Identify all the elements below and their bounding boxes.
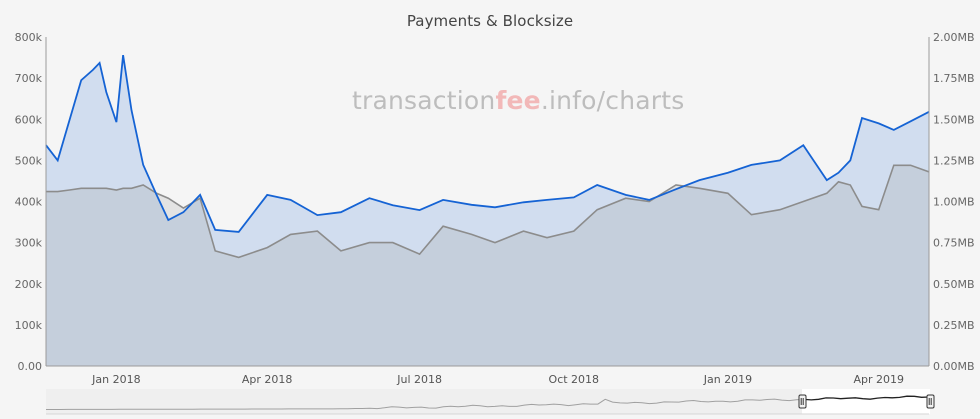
x-tick-label: Jul 2018 [396,373,442,386]
y-right-tick-label: 2.00MB [933,31,975,44]
x-tick-label: Jan 2018 [91,373,140,386]
y-left-tick-label: 300k [15,237,43,250]
watermark-prefix: transaction [352,86,496,115]
y-left-tick-label: 400k [15,196,43,209]
handle-grip[interactable] [926,394,935,409]
payments-line[interactable] [45,54,930,233]
x-tick-label: Oct 2018 [549,373,600,386]
handle-grip[interactable] [798,394,807,409]
y-left-tick-label: 200k [15,278,43,291]
navigator-series-selected [803,395,930,401]
navigator-selection[interactable] [802,389,930,414]
navigator-background [46,389,929,414]
y-right-tick-label: 0.25MB [933,319,975,332]
blocksize-area [46,165,929,366]
x-tick-label: Jan 2019 [703,373,752,386]
y-left-tick-label: 100k [15,319,43,332]
y-left-tick-label: 600k [15,113,43,126]
y-right-tick-label: 1.25MB [933,154,975,167]
watermark: transactionfee.info/charts [352,86,685,115]
navigator-series-outside [46,398,804,410]
chart-title: Payments & Blocksize [406,12,574,30]
navigator-handle-right[interactable] [926,394,935,409]
y-right-tick-label: 1.00MB [933,196,975,209]
y-right-tick-label: 0.50MB [933,278,975,291]
y-right-tick-label: 1.75MB [933,72,975,85]
x-tick-label: Apr 2019 [853,373,904,386]
navigator[interactable] [46,389,935,415]
plot-area[interactable] [45,54,930,366]
y-left-tick-label: 700k [15,72,43,85]
y-right-tick-label: 1.50MB [933,113,975,126]
y-right-tick-label: 0.00MB [933,360,975,373]
watermark-highlight: fee [495,86,541,115]
blocksize-line[interactable] [46,164,930,259]
watermark-suffix: .info/charts [540,86,685,115]
y-right-tick-label: 0.75MB [933,237,975,250]
axes: 0.00 100k 200k 300k 400k 500k 600k 700k 800k 0.00… [15,31,975,386]
x-tick-label: Apr 2018 [242,373,293,386]
y-left-tick-label: 500k [15,154,43,167]
navigator-handle-left[interactable] [798,394,807,409]
y-left-tick-label: 800k [15,31,43,44]
y-left-tick-label: 0.00 [18,360,43,373]
